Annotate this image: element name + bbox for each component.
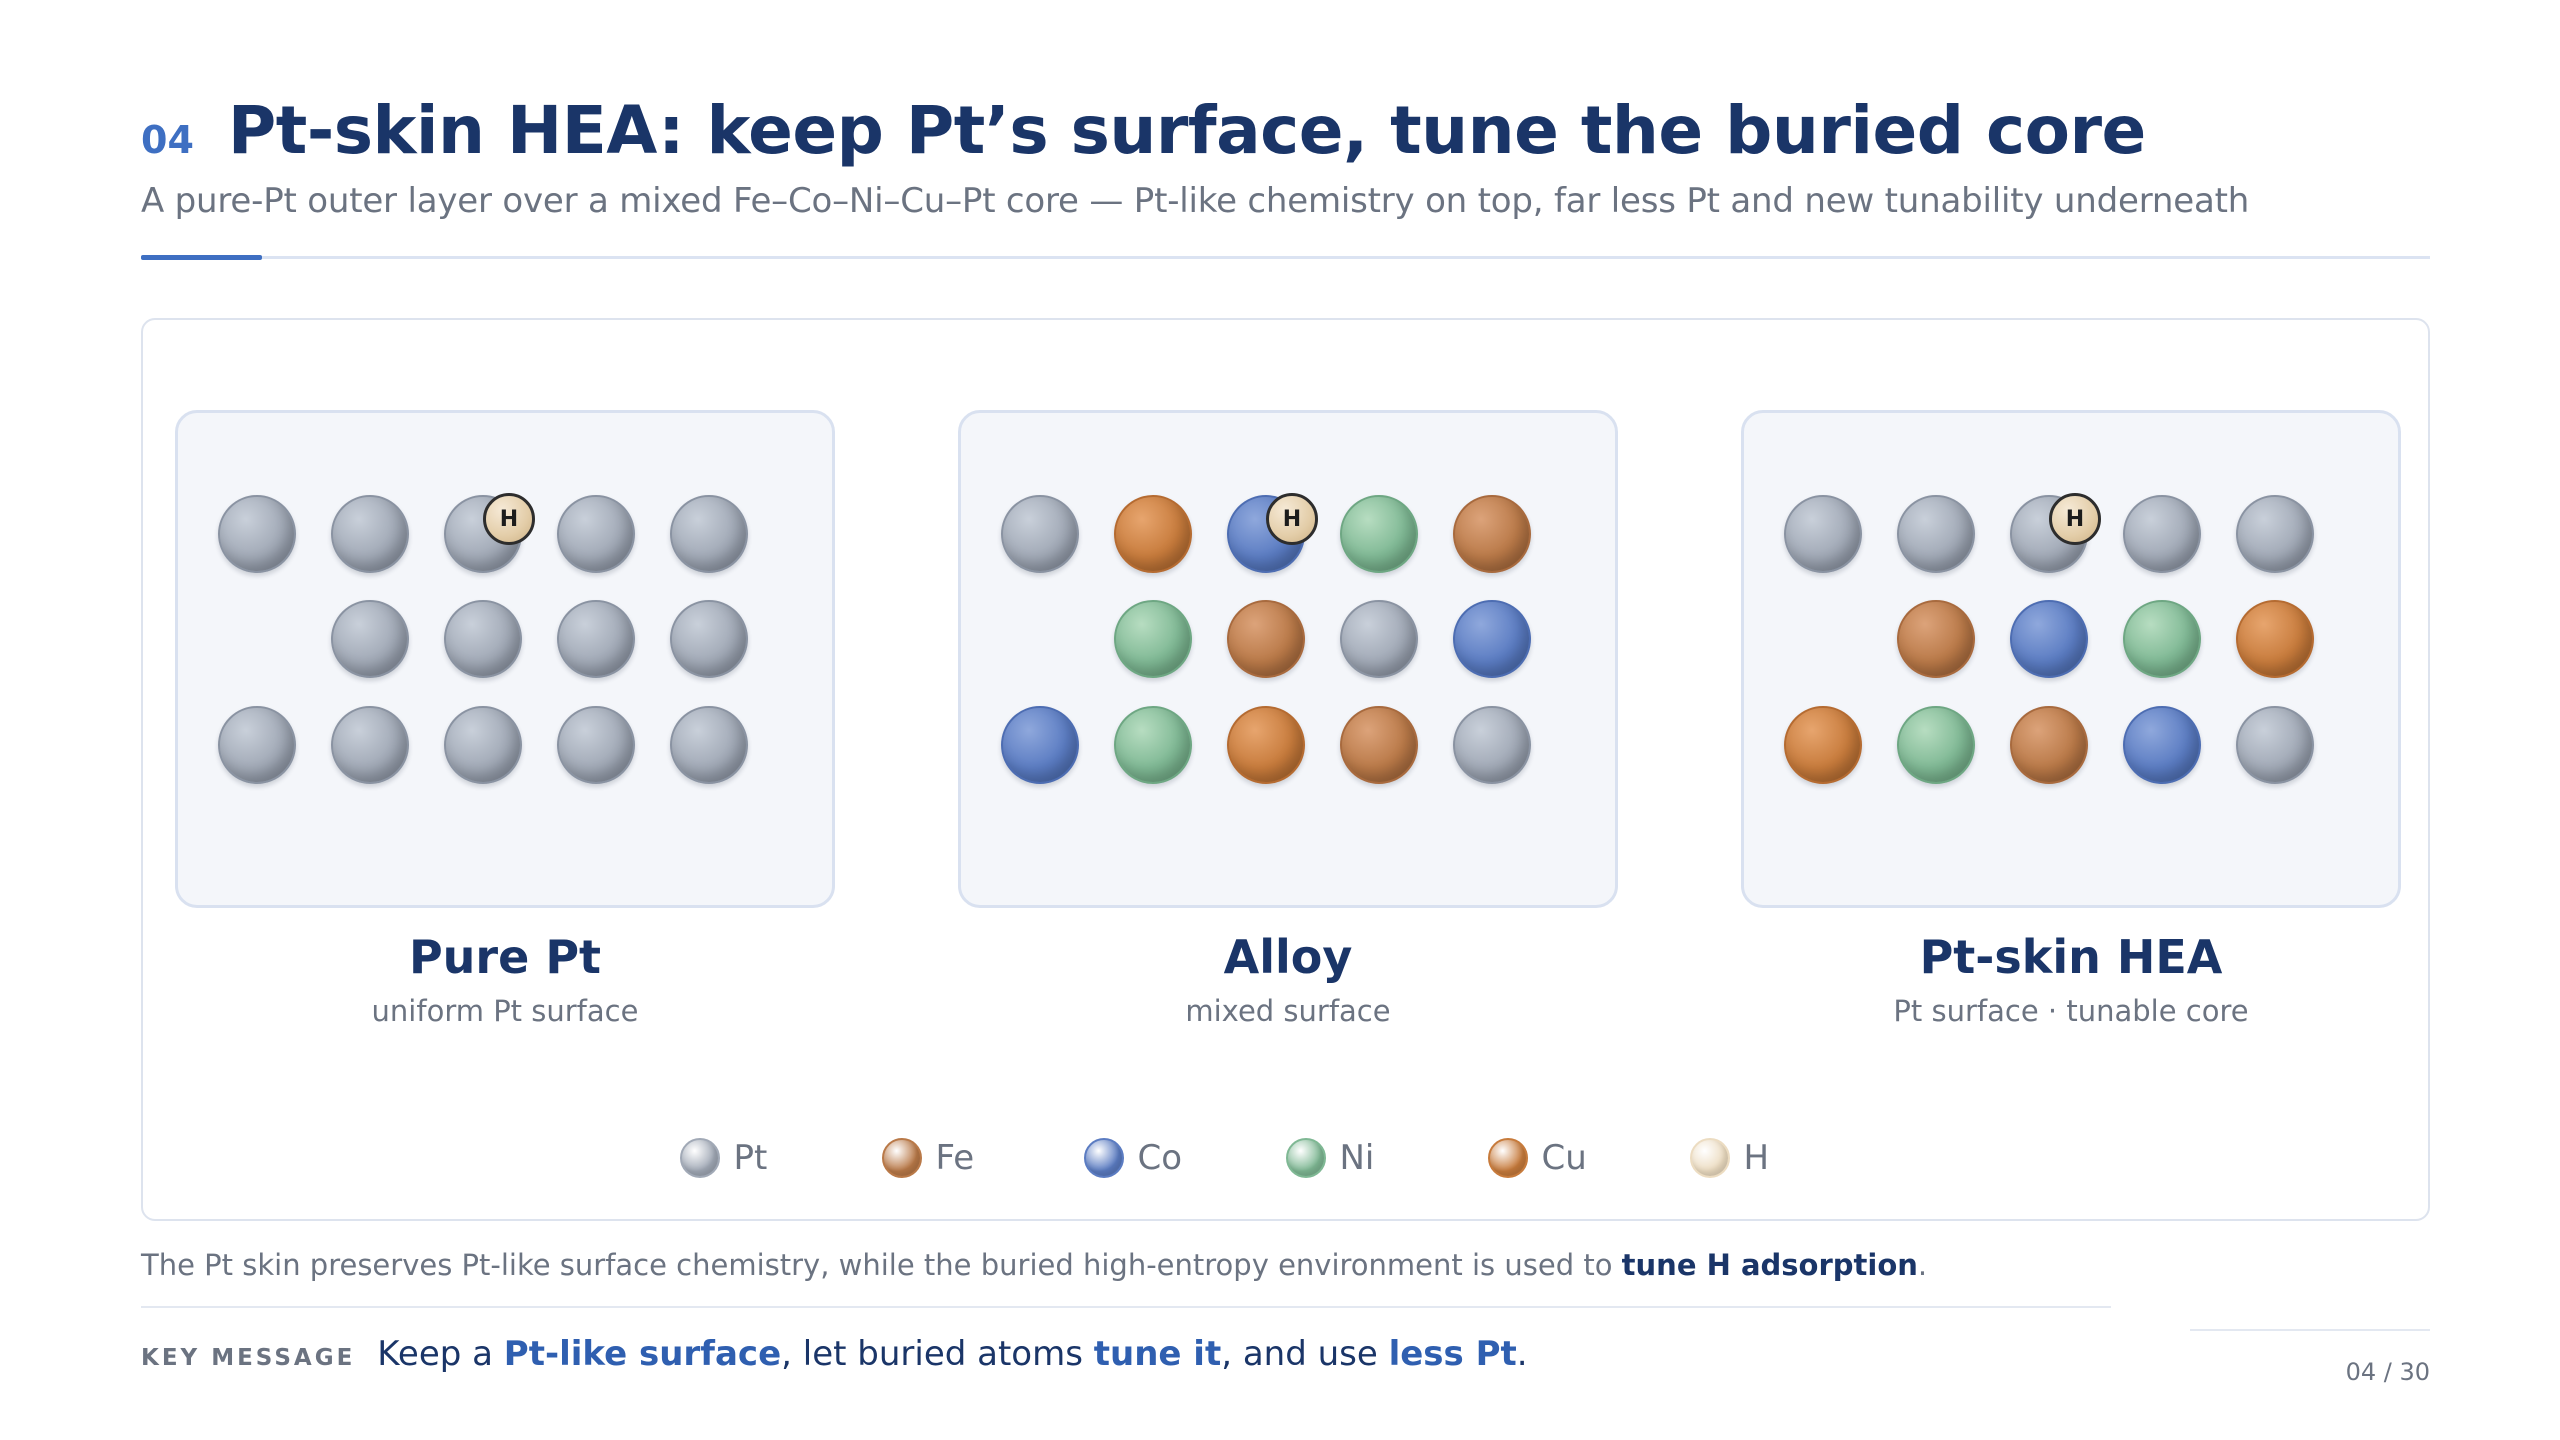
h-adsorbate: H [483,493,535,545]
legend-item-h: H [1689,1138,1892,1178]
atom-pt [331,706,409,784]
atom-cu [1784,706,1862,784]
atom-ni [1897,706,1975,784]
legend-item-ni: Ni [1285,1138,1488,1178]
key-emphasis-1: Pt-like surface [503,1334,782,1374]
atom-pt [444,706,522,784]
atom-co [2123,706,2201,784]
h-adsorbate: H [2049,493,2101,545]
panel-title: Pt-skin HEA [1919,930,2223,984]
atom-ni [2123,600,2201,678]
atom-ni [1114,600,1192,678]
legend-swatch [1285,1138,1326,1178]
legend-label: Cu [1541,1138,1587,1178]
atom-fe [1227,600,1305,678]
diagram-card: H H H Pure Pt uniform Pt surface Alloy m… [141,318,2430,1221]
atom-pt [331,600,409,678]
panel-label-pt-skin-hea: Pt-skin HEA Pt surface · tunable core [1741,930,2401,1028]
header-divider-accent [141,255,262,260]
key-part-4: . [1516,1334,1528,1374]
atom-pt [670,706,748,784]
atom-fe [1897,600,1975,678]
atom-pt [1340,600,1418,678]
key-part-1: Keep a [377,1334,504,1374]
atom-fe [2010,706,2088,784]
panel-subtitle: mixed surface [1185,994,1391,1028]
atom-pt [2123,495,2201,573]
atom-pt [2236,706,2314,784]
panel-subtitle: uniform Pt surface [371,994,639,1028]
panel-alloy: H [958,410,1618,908]
caption-end: . [1917,1248,1928,1282]
atom-ni [1340,495,1418,573]
atom-pt [444,600,522,678]
legend-label: Pt [733,1138,768,1178]
title-row: 04 Pt-skin HEA: keep Pt’s surface, tune … [141,92,2430,169]
key-message-text: Keep a Pt-like surface, let buried atoms… [377,1334,1527,1374]
atom-cu [2236,600,2314,678]
caption-emphasis: tune H adsorption [1621,1248,1918,1282]
footer-divider [141,1306,2111,1308]
atom-pt [218,495,296,573]
atom-pt [557,706,635,784]
legend-swatch [679,1138,720,1178]
legend-item-fe: Fe [881,1138,1084,1178]
atom-co [1453,600,1531,678]
atom-cu [1227,706,1305,784]
panel-label-pure-pt: Pure Pt uniform Pt surface [175,930,835,1028]
atom-fe [1340,706,1418,784]
key-part-2: , let buried atoms [781,1334,1094,1374]
caption-text: The Pt skin preserves Pt-like surface ch… [141,1248,1622,1282]
atom-pt [331,495,409,573]
legend-swatch [1487,1138,1528,1178]
key-message: KEY MESSAGE Keep a Pt-like surface, let … [141,1334,1528,1374]
key-part-3: , and use [1221,1334,1389,1374]
page-subtitle: A pure-Pt outer layer over a mixed Fe–Co… [141,181,2250,221]
legend-swatch [1083,1138,1124,1178]
header-divider [141,256,2430,259]
atom-pt [1784,495,1862,573]
atom-pt [2236,495,2314,573]
panel-pt-skin-hea: H [1741,410,2401,908]
atom-pt [1453,706,1531,784]
legend-item-co: Co [1083,1138,1286,1178]
atom-pt [557,495,635,573]
atom-pt [1001,495,1079,573]
key-emphasis-2: tune it [1093,1334,1222,1374]
panel-title: Pure Pt [408,930,602,984]
figure-caption: The Pt skin preserves Pt-like surface ch… [141,1248,1927,1282]
atom-ni [1114,706,1192,784]
atom-pt [1897,495,1975,573]
panel-title: Alloy [1223,930,1353,984]
h-adsorbate: H [1266,493,1318,545]
panel-pure-pt: H [175,410,835,908]
atom-pt [557,600,635,678]
panel-label-alloy: Alloy mixed surface [958,930,1618,1028]
page-title: Pt-skin HEA: keep Pt’s surface, tune the… [227,92,2146,169]
legend-swatch [1689,1138,1730,1178]
legend-label: Ni [1339,1138,1375,1178]
footer-divider-right [2190,1329,2430,1331]
legend-label: H [1743,1138,1770,1178]
atom-fe [1453,495,1531,573]
legend-item-pt: Pt [679,1138,882,1178]
atom-cu [1114,495,1192,573]
key-message-label: KEY MESSAGE [141,1345,356,1371]
page-counter: 04 / 30 [2345,1358,2430,1386]
slide-number: 04 [141,118,194,162]
legend-label: Fe [935,1138,975,1178]
legend-swatch [881,1138,922,1178]
atom-pt [670,495,748,573]
atom-pt [218,706,296,784]
slide-header: 04 Pt-skin HEA: keep Pt’s surface, tune … [141,92,2430,221]
atom-co [2010,600,2088,678]
atom-co [1001,706,1079,784]
atom-pt [670,600,748,678]
legend-item-cu: Cu [1487,1138,1690,1178]
legend-label: Co [1137,1138,1183,1178]
element-legend: Pt Fe Co Ni Cu H [143,1138,2428,1178]
panel-subtitle: Pt surface · tunable core [1893,994,2249,1028]
key-emphasis-3: less Pt [1388,1334,1517,1374]
